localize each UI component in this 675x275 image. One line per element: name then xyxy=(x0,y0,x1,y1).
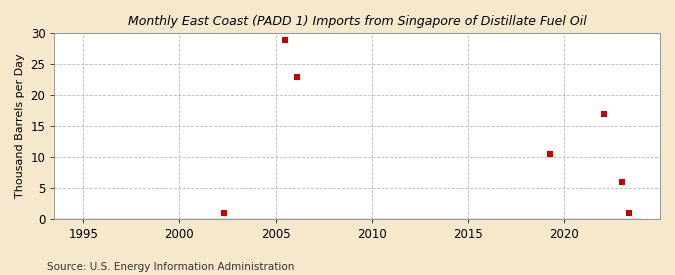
Y-axis label: Thousand Barrels per Day: Thousand Barrels per Day xyxy=(15,54,25,198)
Title: Monthly East Coast (PADD 1) Imports from Singapore of Distillate Fuel Oil: Monthly East Coast (PADD 1) Imports from… xyxy=(128,15,587,28)
Text: Source: U.S. Energy Information Administration: Source: U.S. Energy Information Administ… xyxy=(47,262,294,272)
